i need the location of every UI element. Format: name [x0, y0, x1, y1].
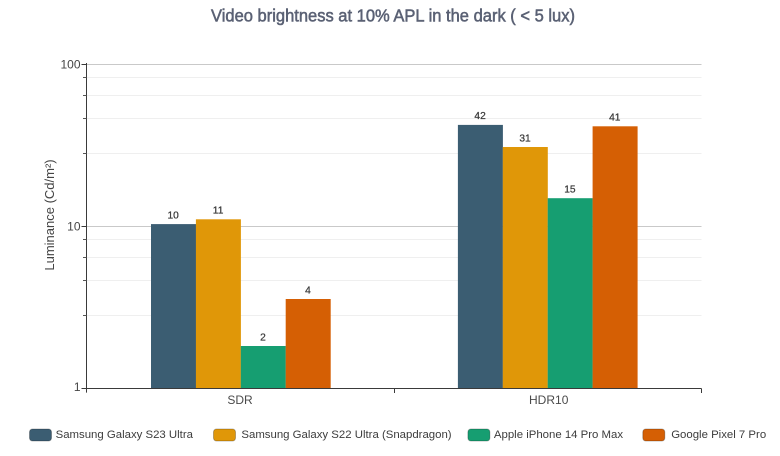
svg-text:HDR10: HDR10: [529, 393, 569, 407]
svg-text:1: 1: [74, 380, 81, 394]
svg-text:15: 15: [564, 185, 576, 196]
svg-text:Samsung Galaxy S23 Ultra: Samsung Galaxy S23 Ultra: [56, 429, 194, 441]
svg-text:4: 4: [305, 285, 311, 296]
svg-text:Google Pixel 7 Pro: Google Pixel 7 Pro: [671, 429, 766, 441]
svg-text:11: 11: [213, 206, 224, 217]
svg-text:Luminance (Cd/m²): Luminance (Cd/m²): [42, 159, 57, 270]
svg-text:10: 10: [67, 219, 81, 233]
svg-text:41: 41: [609, 113, 621, 124]
svg-text:31: 31: [519, 133, 531, 144]
svg-text:Apple iPhone 14 Pro Max: Apple iPhone 14 Pro Max: [494, 429, 623, 441]
svg-text:100: 100: [60, 57, 80, 71]
svg-text:SDR: SDR: [227, 393, 253, 407]
svg-text:2: 2: [260, 332, 266, 343]
svg-text:42: 42: [474, 111, 486, 122]
svg-text:Samsung Galaxy S22 Ultra (Snap: Samsung Galaxy S22 Ultra (Snapdragon): [241, 429, 451, 441]
svg-text:10: 10: [168, 210, 180, 221]
svg-text:Video brightness at 10% APL in: Video brightness at 10% APL in the dark …: [211, 6, 575, 26]
